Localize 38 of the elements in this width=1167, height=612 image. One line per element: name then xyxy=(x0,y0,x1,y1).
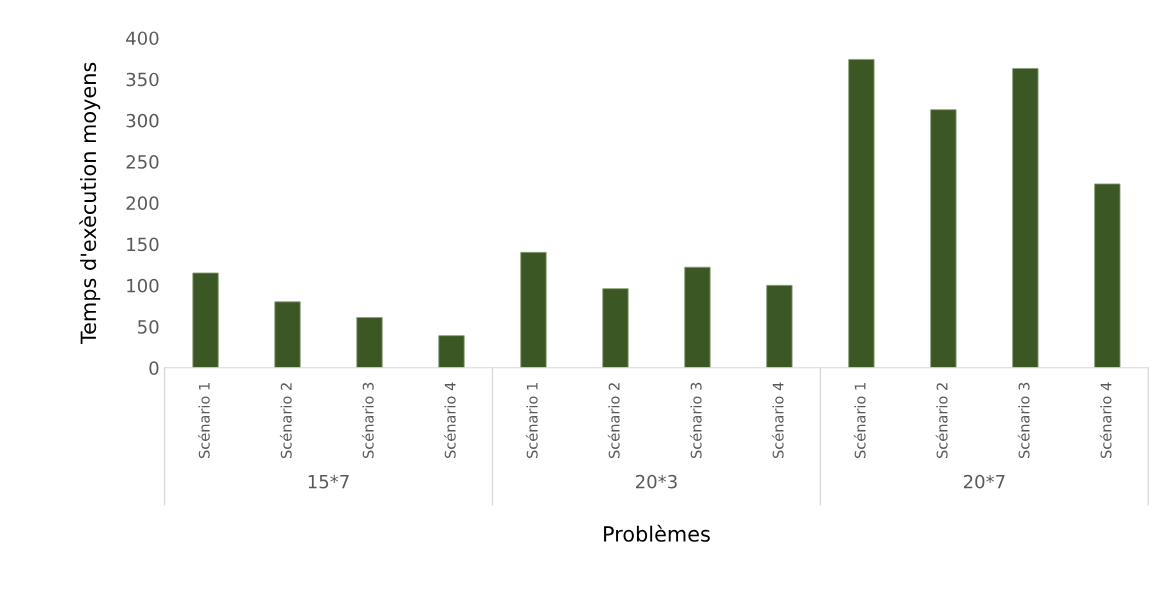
y-tick-label: 50 xyxy=(138,320,159,334)
x-tick-label: Scénario 2 xyxy=(935,383,948,459)
bar xyxy=(520,251,547,368)
x-tick-label: Scénario 4 xyxy=(771,382,784,459)
x-tick-label: Scénario 3 xyxy=(1017,382,1030,459)
x-tick-label: Scénario 3 xyxy=(361,382,374,459)
bar xyxy=(438,335,465,368)
y-tick-label: 400 xyxy=(126,31,159,46)
x-axis-title: Problèmes xyxy=(604,524,710,542)
bar xyxy=(848,58,875,368)
y-tick-label: 350 xyxy=(126,72,159,87)
x-tick-label: Scénario 4 xyxy=(443,382,456,459)
text: 15*7 xyxy=(308,474,349,489)
bar xyxy=(356,317,383,368)
y-tick-label: 300 xyxy=(126,113,159,128)
bar xyxy=(274,301,301,368)
y-tick-label: 150 xyxy=(127,237,159,252)
y-tick-label: 100 xyxy=(127,278,159,293)
x-tick-label: Scénario 4 xyxy=(1099,382,1112,459)
y-tick-label: 250 xyxy=(126,155,159,169)
y-tick-label: 200 xyxy=(126,196,159,210)
text: 20*3 xyxy=(636,474,677,489)
bar xyxy=(192,272,219,368)
y-tick-label: 0 xyxy=(149,361,159,375)
x-tick-label: Scénario 2 xyxy=(279,383,292,459)
bar xyxy=(1094,183,1121,368)
bar xyxy=(602,288,629,368)
bar xyxy=(930,109,957,368)
bar xyxy=(684,266,711,368)
x-tick-label: Scénario 1 xyxy=(853,383,866,459)
bar xyxy=(766,284,793,368)
y-axis-title: Temps d'exècution moyens xyxy=(79,62,101,345)
x-tick-label: Scénario 2 xyxy=(607,383,620,459)
x-tick-label: Scénario 1 xyxy=(197,383,210,459)
x-tick-label: Scénario 1 xyxy=(525,383,538,459)
text: 20*7 xyxy=(963,474,1005,489)
x-tick-label: Scénario 3 xyxy=(689,382,702,459)
bar xyxy=(1012,68,1039,368)
